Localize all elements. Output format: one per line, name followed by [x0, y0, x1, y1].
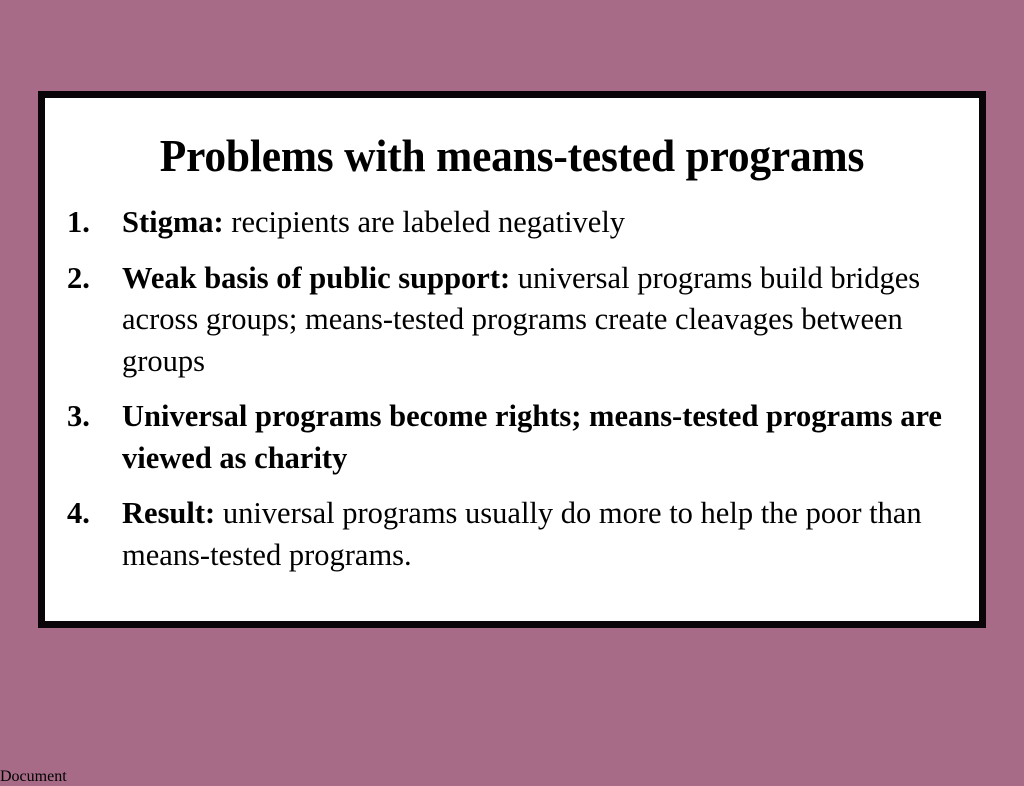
list-item-lead: Stigma:: [122, 205, 224, 239]
list-item-lead: Universal programs become rights; means-…: [122, 399, 942, 475]
bullet-list: 1. Stigma: recipients are labeled negativ…: [67, 202, 967, 576]
list-item: 1. Stigma: recipients are labeled negativ…: [67, 202, 967, 244]
list-item-lead: Weak basis of public support:: [122, 260, 511, 295]
slide-card: Problems with means-tested programs 1. St…: [38, 91, 986, 628]
list-item-number: 4.: [67, 496, 90, 530]
list-item: 3. Universal programs become rights; mean…: [67, 396, 967, 479]
list-item-number: 3.: [67, 399, 90, 433]
list-item-body: universal programs usually do more to he…: [122, 496, 922, 572]
slide-card-inner: Problems with means-tested programs 1. St…: [45, 98, 979, 621]
list-item-lead: Result:: [122, 496, 216, 530]
list-item-body: recipients are labeled negatively: [223, 205, 626, 239]
list-item-body: universal programs build bridges across …: [122, 260, 921, 378]
list-item-number: 1.: [67, 205, 90, 239]
list-item-number: 2.: [67, 260, 90, 295]
slide-root: Problems with means-tested programs 1. St…: [38, 91, 986, 628]
list-item: 2. Weak basis of public support: universa…: [67, 258, 967, 383]
page-title: Problems with means-tested programs: [159, 131, 865, 181]
list-item: 4. Result: universal programs usually do …: [67, 493, 967, 576]
